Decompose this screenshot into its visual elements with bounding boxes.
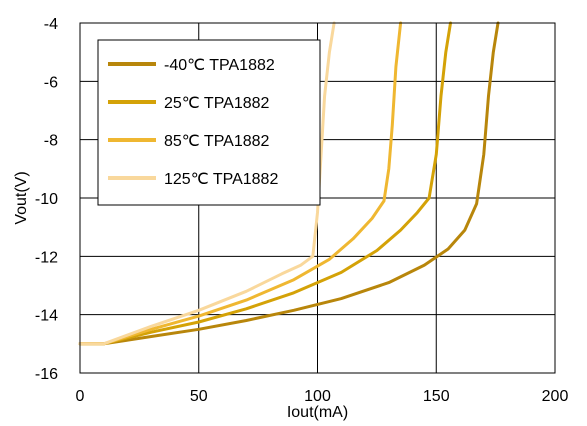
y-axis-label: Vout(V) [13,171,30,224]
x-tick-label: 0 [76,388,85,405]
plot-frame [79,22,556,374]
x-tick-label: 150 [423,388,450,405]
series-line-0 [78,21,500,346]
series-line-3 [78,21,336,346]
x-axis-label: Iout(mA) [287,404,348,421]
x-tick-label: 100 [304,388,331,405]
y-tick-label: -10 [35,191,58,208]
y-tick-label: -14 [35,308,58,325]
series-line-1 [78,21,452,346]
x-tick-label: 200 [542,388,569,405]
legend-label: 25℃ TPA1882 [164,95,270,112]
y-tick-label: -12 [35,249,58,266]
legend-label: 125℃ TPA1882 [164,171,278,188]
y-tick-labels: -4 -6 -8 -10 -12 -14 -16 [35,16,58,383]
legend: -40℃ TPA1882 25℃ TPA1882 85℃ TPA1882 125℃ T… [97,39,321,206]
series-lines [78,21,500,346]
x-tick-label: 50 [190,388,208,405]
y-tick-label: -4 [44,16,58,33]
y-tick-label: -6 [44,74,58,91]
x-tick-labels: 0 50 100 150 200 [76,388,569,405]
legend-label: 85℃ TPA1882 [164,133,270,150]
y-tick-label: -8 [44,133,58,150]
legend-label: -40℃ TPA1882 [164,57,275,74]
y-tick-label: -16 [35,366,58,383]
series-line-2 [78,21,403,346]
